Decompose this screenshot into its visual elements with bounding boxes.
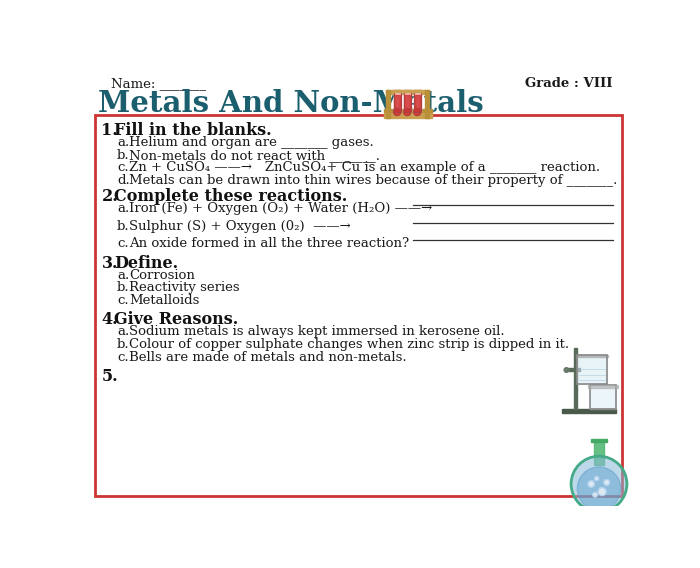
Text: a.: a. [117, 136, 130, 149]
Text: Reactivity series: Reactivity series [130, 282, 240, 294]
Circle shape [564, 367, 569, 372]
Circle shape [595, 477, 598, 481]
Bar [386, 90, 429, 94]
Text: Grade : VIII: Grade : VIII [526, 77, 613, 90]
Text: c.: c. [117, 351, 129, 364]
Bar [592, 438, 607, 441]
Circle shape [598, 488, 606, 495]
Circle shape [393, 108, 400, 115]
Text: Give Reasons.: Give Reasons. [114, 311, 238, 328]
Text: a.: a. [117, 202, 130, 215]
Text: An oxide formed in all the three reaction?: An oxide formed in all the three reactio… [130, 237, 410, 250]
Bar [588, 386, 617, 388]
Circle shape [571, 456, 627, 512]
Text: Metalloids: Metalloids [130, 294, 200, 307]
Bar [386, 90, 390, 118]
Text: 5.: 5. [102, 369, 118, 386]
Bar [414, 90, 421, 112]
Text: Sodium metals is always kept immersed in kerosene oil.: Sodium metals is always kept immersed in… [130, 325, 505, 339]
Text: Corrosion: Corrosion [130, 269, 195, 282]
Text: Define.: Define. [114, 255, 178, 272]
Text: Metals And Non-Metals: Metals And Non-Metals [98, 89, 484, 118]
Text: d.: d. [117, 174, 130, 187]
Bar [394, 95, 400, 112]
Bar [384, 112, 432, 118]
Text: b.: b. [117, 282, 130, 294]
Text: Name: _______: Name: _______ [111, 77, 206, 90]
Text: Zn + CuSO₄ ——→   ZnCuSO₄+ Cu is an example of a _______ reaction.: Zn + CuSO₄ ——→ ZnCuSO₄+ Cu is an example… [130, 161, 601, 174]
Bar [562, 408, 616, 413]
Text: a.: a. [117, 269, 130, 282]
Text: 2.: 2. [102, 188, 118, 205]
Bar [568, 369, 580, 371]
Bar [574, 348, 578, 408]
Circle shape [578, 467, 621, 510]
Text: Iron (Fe) + Oxygen (O₂) + Water (H₂O) ——→: Iron (Fe) + Oxygen (O₂) + Water (H₂O) ——… [130, 202, 433, 215]
Circle shape [604, 480, 610, 485]
Text: a.: a. [117, 325, 130, 339]
Text: b.: b. [117, 337, 130, 350]
Bar [575, 354, 608, 357]
Circle shape [593, 492, 598, 497]
Bar [95, 115, 622, 496]
Bar [594, 440, 603, 465]
Circle shape [404, 108, 411, 115]
Bar [426, 90, 429, 118]
Text: c.: c. [117, 237, 129, 250]
Bar [414, 95, 420, 112]
Text: c.: c. [117, 161, 129, 174]
Text: Colour of copper sulphate changes when zinc strip is dipped in it.: Colour of copper sulphate changes when z… [130, 337, 570, 350]
Text: Complete these reactions.: Complete these reactions. [114, 188, 347, 205]
Bar [384, 109, 432, 112]
Text: Bells are made of metals and non-metals.: Bells are made of metals and non-metals. [130, 351, 407, 364]
Bar [578, 354, 607, 384]
Bar [393, 90, 400, 112]
Bar [393, 90, 400, 112]
Bar [589, 386, 616, 408]
Text: Sulphur (S) + Oxygen (0₂)  ——→: Sulphur (S) + Oxygen (0₂) ——→ [130, 220, 351, 233]
Bar [589, 386, 616, 408]
Text: 3.: 3. [102, 255, 118, 272]
Bar [404, 90, 411, 112]
Bar [414, 90, 421, 112]
Text: b.: b. [117, 220, 130, 233]
Bar [404, 90, 411, 112]
Bar [578, 354, 607, 384]
Circle shape [414, 108, 421, 115]
Text: b.: b. [117, 149, 130, 162]
Bar [393, 90, 401, 92]
Text: c.: c. [117, 294, 129, 307]
Circle shape [588, 481, 594, 487]
Text: Non-metals do not react with _______.: Non-metals do not react with _______. [130, 149, 380, 162]
Bar [403, 90, 412, 92]
Text: Helium and organ are _______ gases.: Helium and organ are _______ gases. [130, 136, 374, 149]
Bar [413, 90, 421, 92]
Text: Fill in the blanks.: Fill in the blanks. [114, 122, 272, 139]
Bar [405, 95, 410, 112]
Text: 1.: 1. [102, 122, 118, 139]
Text: Metals can be drawn into thin wires because of their property of _______.: Metals can be drawn into thin wires beca… [130, 174, 617, 187]
Text: 4.: 4. [102, 311, 118, 328]
